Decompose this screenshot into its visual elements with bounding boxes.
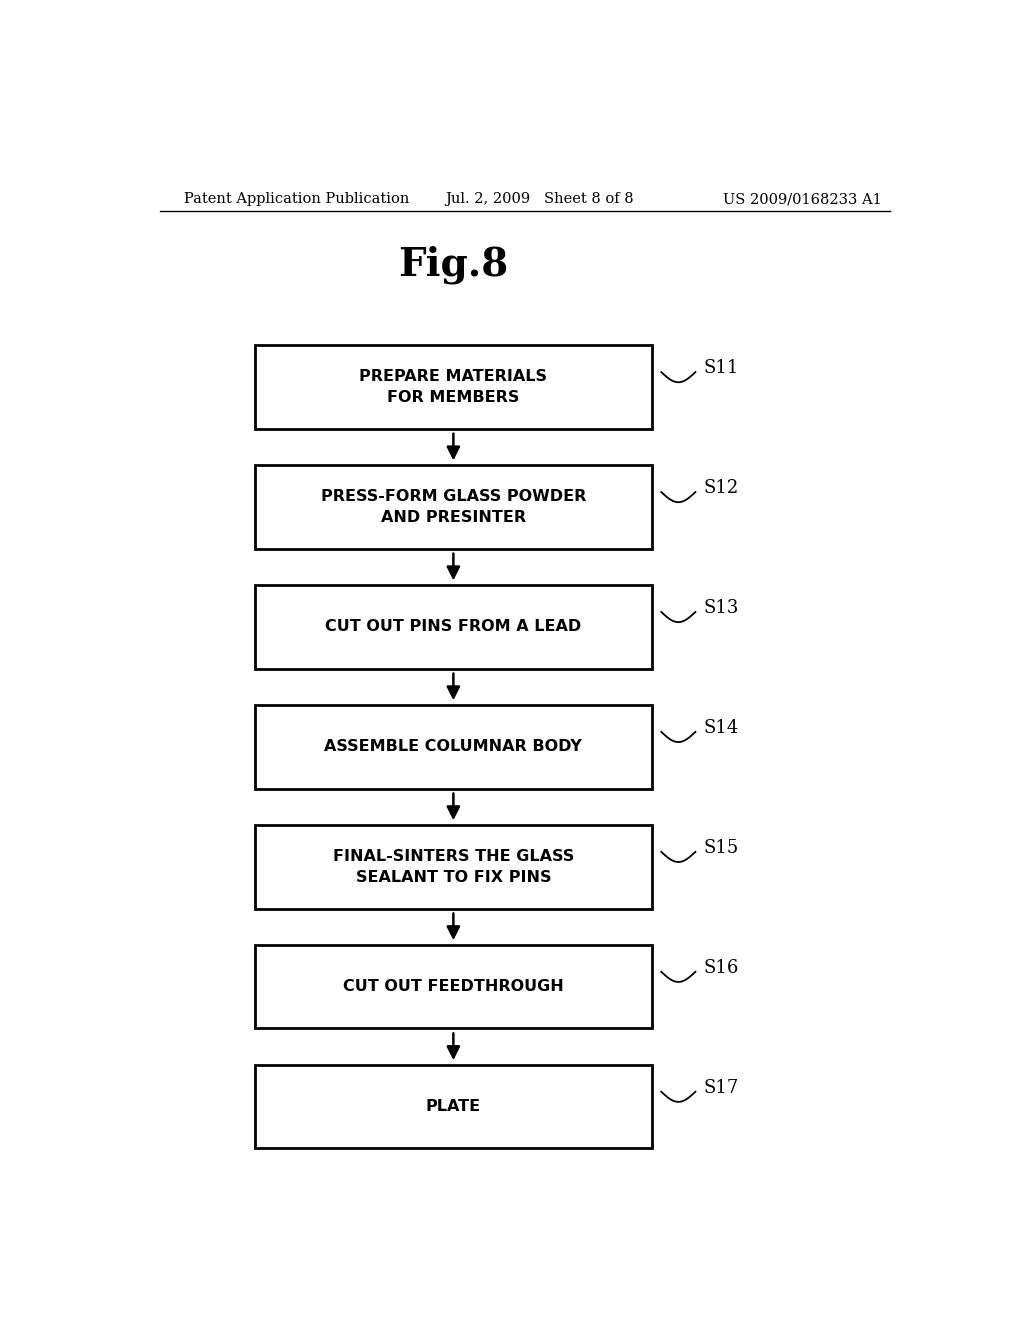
Text: S11: S11 <box>703 359 738 378</box>
Text: PREPARE MATERIALS
FOR MEMBERS: PREPARE MATERIALS FOR MEMBERS <box>359 370 548 405</box>
Text: PLATE: PLATE <box>426 1100 481 1114</box>
Text: Jul. 2, 2009   Sheet 8 of 8: Jul. 2, 2009 Sheet 8 of 8 <box>445 191 634 206</box>
Text: S13: S13 <box>703 599 738 616</box>
Text: S17: S17 <box>703 1078 738 1097</box>
Text: Fig.8: Fig.8 <box>398 246 509 284</box>
Text: S16: S16 <box>703 958 738 977</box>
Text: US 2009/0168233 A1: US 2009/0168233 A1 <box>723 191 882 206</box>
Text: PRESS-FORM GLASS POWDER
AND PRESINTER: PRESS-FORM GLASS POWDER AND PRESINTER <box>321 488 586 525</box>
Text: S12: S12 <box>703 479 738 496</box>
Text: CUT OUT FEEDTHROUGH: CUT OUT FEEDTHROUGH <box>343 979 564 994</box>
FancyBboxPatch shape <box>255 825 651 908</box>
FancyBboxPatch shape <box>255 945 651 1028</box>
FancyBboxPatch shape <box>255 585 651 669</box>
Text: S15: S15 <box>703 838 738 857</box>
Text: CUT OUT PINS FROM A LEAD: CUT OUT PINS FROM A LEAD <box>326 619 582 635</box>
Text: S14: S14 <box>703 719 738 737</box>
FancyBboxPatch shape <box>255 346 651 429</box>
Text: Patent Application Publication: Patent Application Publication <box>183 191 409 206</box>
FancyBboxPatch shape <box>255 705 651 788</box>
FancyBboxPatch shape <box>255 1065 651 1148</box>
Text: ASSEMBLE COLUMNAR BODY: ASSEMBLE COLUMNAR BODY <box>325 739 583 755</box>
Text: FINAL-SINTERS THE GLASS
SEALANT TO FIX PINS: FINAL-SINTERS THE GLASS SEALANT TO FIX P… <box>333 849 574 884</box>
FancyBboxPatch shape <box>255 466 651 549</box>
